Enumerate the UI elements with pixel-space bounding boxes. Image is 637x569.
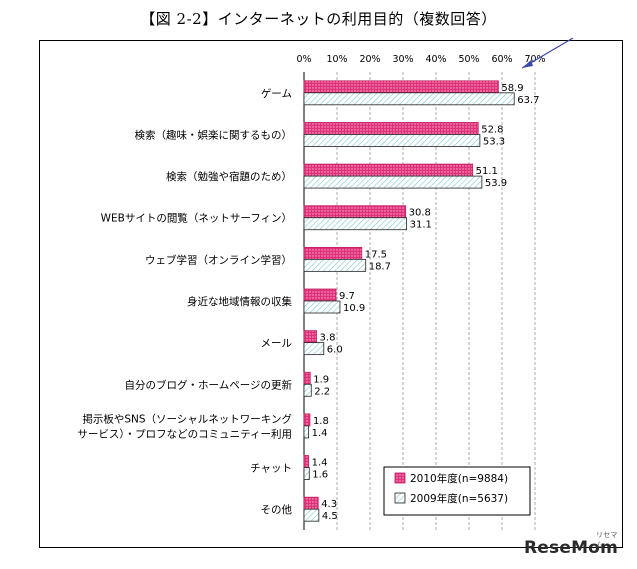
legend-swatch [394, 492, 406, 504]
x-tick-label: 70% [524, 54, 545, 65]
data-label: 1.8 [313, 416, 329, 427]
legend-label: 2009年度(n=5637) [410, 492, 508, 505]
data-label: 30.8 [409, 208, 431, 219]
data-label: 4.5 [322, 511, 338, 522]
data-label: 52.8 [481, 124, 503, 135]
x-tick-label: 10% [326, 54, 347, 65]
data-label: 58.9 [501, 83, 523, 94]
bar-2010 [303, 496, 319, 510]
logo-text: ReseMom [524, 538, 618, 558]
legend-box [383, 466, 531, 516]
data-label: 1.9 [313, 374, 329, 385]
bar-2009 [303, 342, 325, 356]
category-label: メール [261, 338, 293, 350]
bar-2010 [303, 413, 311, 427]
data-label: 51.1 [476, 166, 498, 177]
x-tick-label: 50% [458, 54, 479, 65]
bar-2010 [303, 80, 499, 94]
x-tick-label: 30% [392, 54, 413, 65]
bar-2010 [303, 288, 337, 302]
bar-2009 [303, 508, 320, 522]
bar-2010 [303, 330, 317, 344]
data-label: 1.4 [312, 458, 328, 469]
category-label: サービス）・プロフなどのコミュニティー利用 [77, 428, 292, 440]
data-label: 31.1 [410, 220, 432, 231]
legend-swatch [394, 472, 406, 484]
data-label: 18.7 [369, 261, 391, 272]
x-tick-label: 60% [491, 54, 512, 65]
legend-label: 2010年度(n=9884) [410, 472, 508, 485]
data-label: 1.4 [312, 428, 328, 439]
category-label: 自分のブログ・ホームページの更新 [125, 378, 293, 391]
category-label: WEBサイトの閲覧（ネットサーフィン） [101, 212, 292, 225]
chart-frame [39, 40, 623, 548]
bar-2009 [303, 134, 481, 147]
data-label: 63.7 [517, 95, 539, 106]
annotation-arrowhead [522, 60, 533, 68]
data-label: 2.2 [314, 386, 330, 397]
bar-2009 [303, 467, 310, 480]
bar-2010 [303, 205, 407, 219]
bar-2010 [303, 163, 474, 177]
bar-2009 [303, 258, 367, 272]
category-label: その他 [261, 503, 293, 516]
bar-2010 [303, 246, 363, 260]
resemom-logo: ReseMom リセマム [524, 531, 618, 558]
bar-2009 [303, 175, 483, 189]
data-label: 17.5 [365, 249, 387, 260]
x-tick-label: 0% [296, 54, 311, 65]
data-label: 53.9 [485, 178, 507, 189]
bar-2009 [303, 383, 312, 397]
data-label: 3.8 [320, 333, 336, 344]
category-label: チャット [250, 463, 292, 475]
data-label: 4.3 [321, 499, 337, 510]
chart-title: 【図 2-2】インターネットの利用目的（複数回答） [140, 10, 497, 28]
bar-2009 [303, 92, 515, 106]
category-label: 身近な地域情報の収集 [187, 295, 292, 308]
x-tick-label: 20% [359, 54, 380, 65]
category-label: 検索（趣味・娯楽に関するもの） [135, 128, 293, 141]
data-label: 10.9 [343, 303, 365, 314]
category-label: ウェブ学習（オンライン学習） [145, 253, 292, 266]
bar-2010 [303, 122, 479, 135]
bar-2009 [303, 217, 408, 231]
bar-2010 [303, 455, 310, 468]
bar-2010 [303, 371, 311, 385]
data-label: 6.0 [327, 345, 343, 356]
data-label: 53.3 [483, 136, 505, 147]
category-label: 掲示板やSNS（ソーシャルネットワーキング [82, 412, 292, 425]
data-label: 9.7 [339, 291, 355, 302]
bar-2009 [303, 425, 310, 439]
data-label: 1.6 [312, 470, 328, 481]
bar-2009 [303, 300, 341, 314]
logo-subtext: リセマム [596, 531, 618, 549]
x-tick-label: 40% [425, 54, 446, 65]
category-label: 検索（勉強や宿題のため） [166, 170, 292, 183]
category-label: ゲーム [261, 88, 292, 100]
